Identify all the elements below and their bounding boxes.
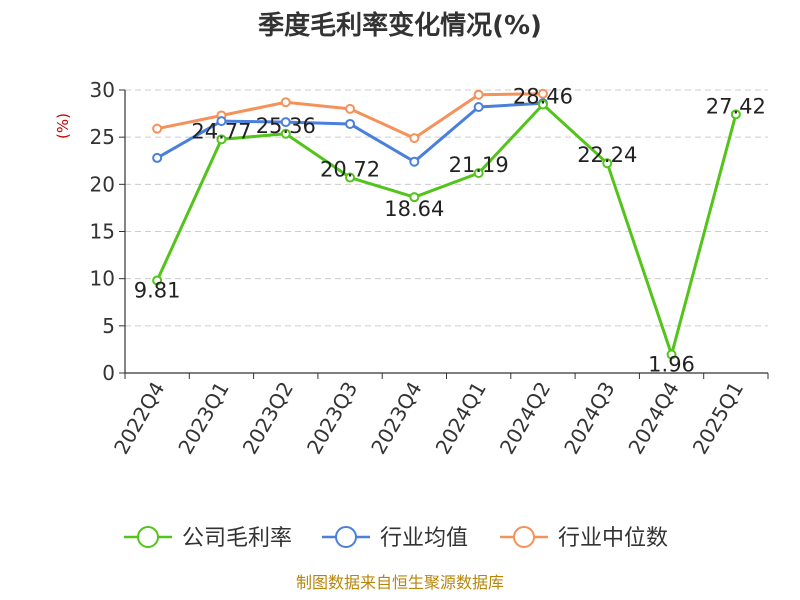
series-lines bbox=[152, 88, 741, 360]
legend-label: 行业均值 bbox=[380, 526, 468, 551]
x-tick-labels: 2022Q4 2023Q1 2023Q2 2023Q3 2023Q4 2024Q1 2024… bbox=[109, 378, 748, 459]
x-tick-label: 2022Q4 bbox=[109, 378, 169, 459]
data-point-1 bbox=[473, 101, 484, 112]
data-point-0 bbox=[280, 128, 291, 139]
chart-title: 季度毛利率变化情况(%) bbox=[258, 10, 542, 41]
data-point-2 bbox=[152, 123, 163, 134]
y-tick-label: 0 bbox=[102, 361, 115, 385]
data-point-2 bbox=[473, 89, 484, 100]
data-point-0 bbox=[730, 109, 741, 120]
series-line-0 bbox=[155, 103, 738, 357]
y-tick-label: 25 bbox=[90, 125, 115, 149]
y-tick-label: 15 bbox=[90, 220, 115, 244]
y-tick-label: 30 bbox=[90, 78, 115, 102]
y-tick-label: 5 bbox=[102, 314, 115, 338]
x-tick-label: 2024Q2 bbox=[495, 378, 555, 459]
x-tick-label: 2023Q2 bbox=[238, 378, 298, 459]
data-point-1 bbox=[409, 156, 420, 167]
data-point-1 bbox=[216, 116, 227, 127]
legend-label: 公司毛利率 bbox=[182, 526, 292, 551]
x-tick-label: 2025Q1 bbox=[688, 378, 748, 459]
data-point-1 bbox=[280, 117, 291, 128]
data-point-0 bbox=[152, 275, 163, 286]
axes bbox=[119, 89, 769, 379]
data-label: 24.77 bbox=[191, 119, 251, 143]
data-point-2 bbox=[409, 133, 420, 144]
x-tick-label: 2024Q3 bbox=[559, 378, 619, 459]
data-label: 9.81 bbox=[134, 278, 181, 302]
data-label: 27.42 bbox=[706, 94, 766, 118]
x-tick-label: 2023Q1 bbox=[173, 378, 233, 459]
data-point-0 bbox=[666, 349, 677, 360]
data-label: 22.24 bbox=[577, 143, 637, 167]
data-label: 20.72 bbox=[320, 158, 380, 182]
data-point-2 bbox=[280, 97, 291, 108]
data-point-0 bbox=[537, 99, 548, 110]
legend-swatch-marker bbox=[513, 526, 535, 548]
source-note: 制图数据来自恒生聚源数据库 bbox=[296, 573, 504, 592]
data-point-0 bbox=[409, 192, 420, 203]
legend-swatch-marker bbox=[137, 526, 159, 548]
data-point-0 bbox=[345, 172, 356, 183]
x-tick-label: 2024Q4 bbox=[623, 378, 683, 459]
x-tick-label: 2024Q1 bbox=[431, 378, 491, 459]
data-label: 28.46 bbox=[513, 85, 573, 109]
data-label: 1.96 bbox=[648, 353, 695, 377]
y-tick-label: 10 bbox=[90, 267, 115, 291]
y-tick-labels: 0 5 10 15 20 25 30 bbox=[90, 78, 115, 385]
data-label: 25.36 bbox=[256, 114, 316, 138]
legend-label: 行业中位数 bbox=[558, 526, 668, 551]
data-point-1 bbox=[152, 152, 163, 163]
y-axis-label: (%) bbox=[54, 113, 72, 139]
data-point-0 bbox=[473, 168, 484, 179]
data-label: 21.19 bbox=[449, 153, 509, 177]
data-point-1 bbox=[345, 118, 356, 129]
data-point-2 bbox=[537, 88, 548, 99]
data-point-0 bbox=[216, 134, 227, 145]
data-point-2 bbox=[345, 103, 356, 114]
x-tick-label: 2023Q3 bbox=[302, 378, 362, 459]
y-tick-label: 20 bbox=[90, 172, 115, 196]
data-label: 18.64 bbox=[384, 197, 444, 221]
legend: 公司毛利率 行业均值 行业中位数 bbox=[124, 526, 668, 551]
data-point-0 bbox=[602, 158, 613, 169]
legend-swatch-marker bbox=[335, 526, 357, 548]
x-tick-label: 2023Q4 bbox=[366, 378, 426, 459]
